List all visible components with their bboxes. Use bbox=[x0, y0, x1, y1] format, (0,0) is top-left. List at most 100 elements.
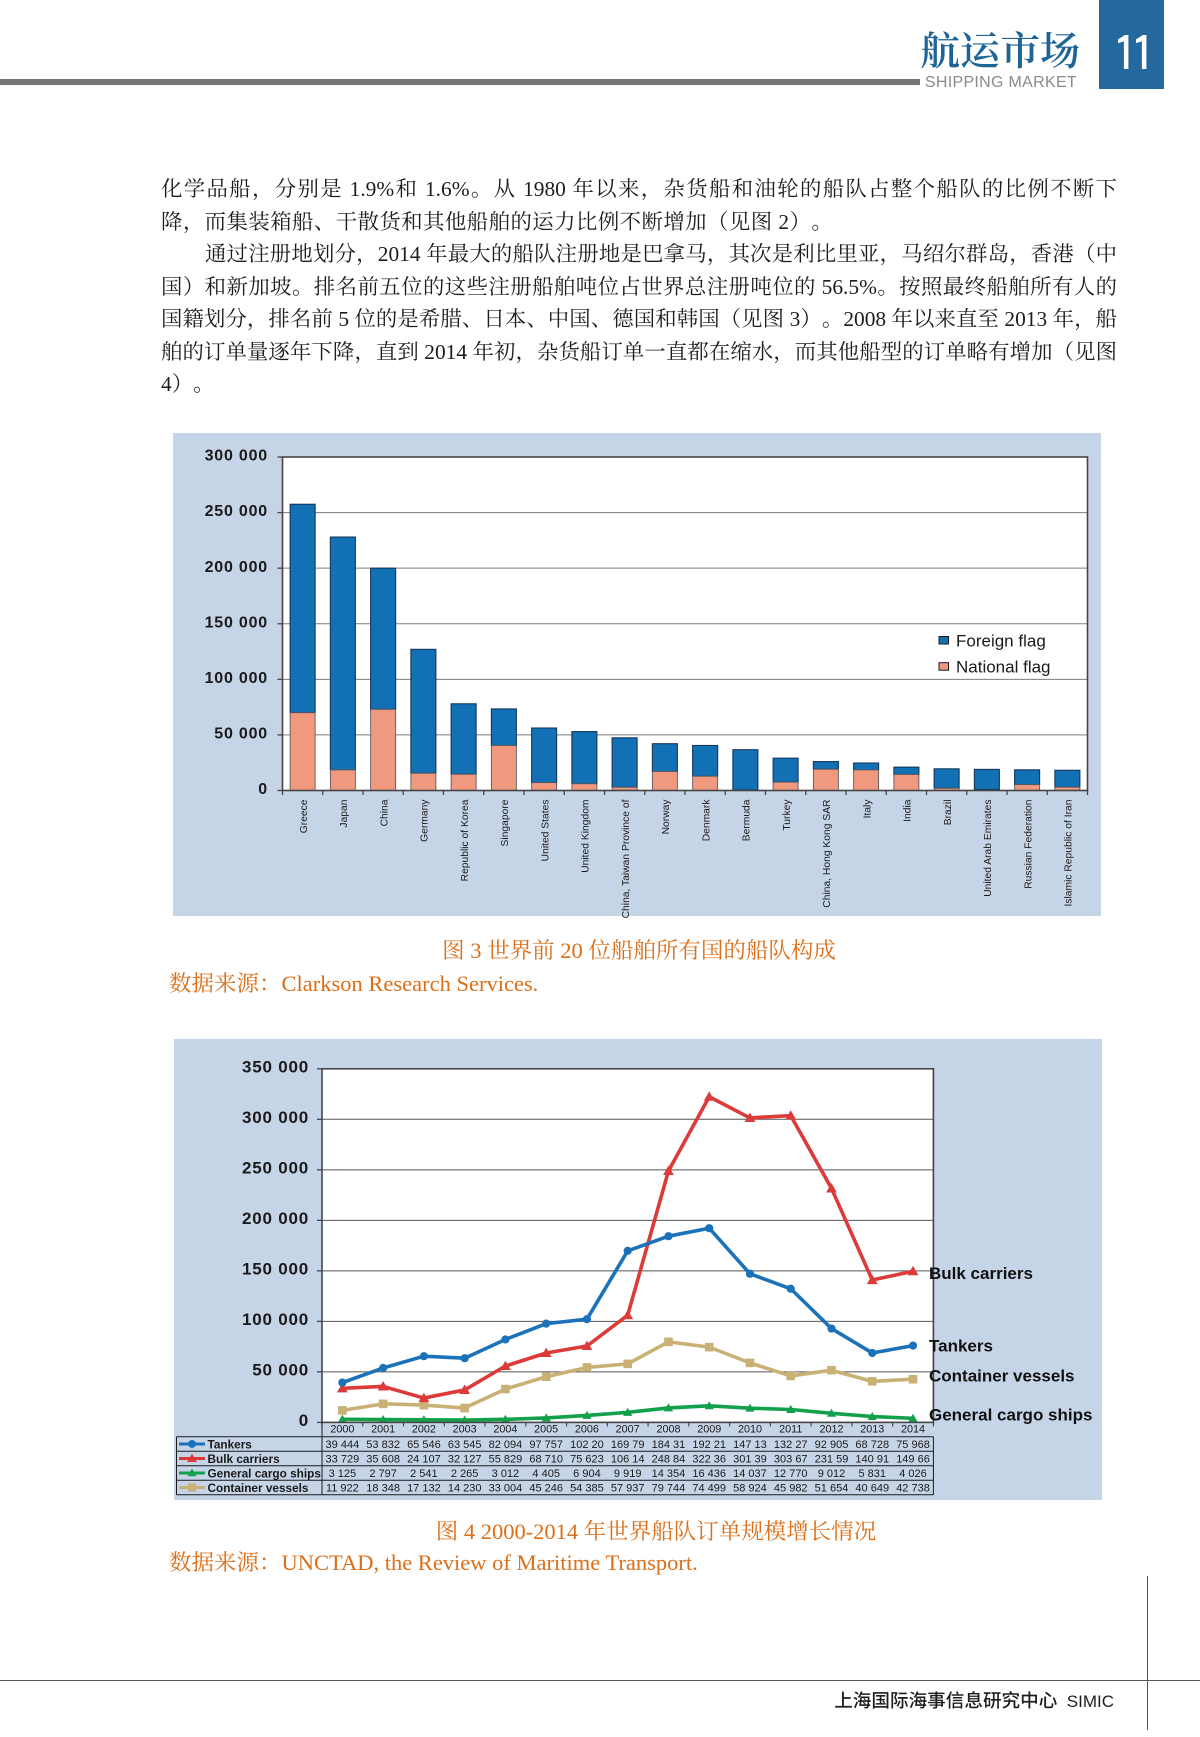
svg-text:General cargo ships: General cargo ships bbox=[208, 1466, 322, 1480]
svg-text:4 405: 4 405 bbox=[532, 1468, 560, 1480]
svg-text:Republic of Korea: Republic of Korea bbox=[460, 799, 471, 881]
svg-text:300 000: 300 000 bbox=[242, 1108, 309, 1127]
svg-text:6 904: 6 904 bbox=[573, 1468, 601, 1480]
svg-text:200 000: 200 000 bbox=[242, 1209, 309, 1228]
svg-text:2000: 2000 bbox=[330, 1424, 354, 1436]
svg-text:Bermuda: Bermuda bbox=[742, 799, 753, 841]
svg-text:250 000: 250 000 bbox=[242, 1158, 309, 1177]
svg-text:32 127: 32 127 bbox=[448, 1454, 482, 1466]
svg-text:50 000: 50 000 bbox=[214, 726, 268, 743]
svg-text:Bulk carriers: Bulk carriers bbox=[929, 1264, 1033, 1283]
svg-text:100 000: 100 000 bbox=[205, 670, 268, 687]
svg-text:55 829: 55 829 bbox=[489, 1454, 523, 1466]
svg-text:150 000: 150 000 bbox=[205, 614, 268, 631]
svg-text:Norway: Norway bbox=[661, 799, 672, 835]
svg-text:300 000: 300 000 bbox=[205, 448, 268, 465]
svg-text:100 000: 100 000 bbox=[242, 1310, 309, 1329]
svg-text:150 000: 150 000 bbox=[242, 1259, 309, 1278]
svg-text:39 444: 39 444 bbox=[326, 1439, 360, 1451]
svg-text:92 905: 92 905 bbox=[815, 1439, 849, 1451]
svg-text:9 012: 9 012 bbox=[818, 1468, 846, 1480]
svg-text:149 66: 149 66 bbox=[896, 1454, 930, 1466]
svg-text:China: China bbox=[379, 799, 390, 826]
svg-text:68 728: 68 728 bbox=[855, 1439, 889, 1451]
svg-text:200 000: 200 000 bbox=[205, 559, 268, 576]
svg-text:57 937: 57 937 bbox=[611, 1483, 645, 1495]
svg-text:2002: 2002 bbox=[412, 1424, 436, 1436]
svg-text:35 608: 35 608 bbox=[366, 1454, 400, 1466]
svg-text:303 67: 303 67 bbox=[774, 1454, 808, 1466]
svg-text:0: 0 bbox=[299, 1411, 309, 1430]
svg-text:Tankers: Tankers bbox=[929, 1337, 993, 1356]
svg-text:17 132: 17 132 bbox=[407, 1483, 441, 1495]
svg-text:2 797: 2 797 bbox=[369, 1468, 397, 1480]
svg-text:82 094: 82 094 bbox=[489, 1439, 523, 1451]
svg-text:2012: 2012 bbox=[819, 1424, 843, 1436]
svg-text:Bulk carriers: Bulk carriers bbox=[208, 1452, 281, 1466]
svg-text:3 012: 3 012 bbox=[492, 1468, 520, 1480]
svg-text:50 000: 50 000 bbox=[252, 1360, 309, 1379]
svg-text:33 004: 33 004 bbox=[489, 1483, 523, 1495]
svg-text:14 037: 14 037 bbox=[733, 1468, 767, 1480]
svg-text:2013: 2013 bbox=[860, 1424, 884, 1436]
svg-text:45 982: 45 982 bbox=[774, 1483, 808, 1495]
svg-text:301 39: 301 39 bbox=[733, 1454, 767, 1466]
svg-text:74 499: 74 499 bbox=[692, 1483, 726, 1495]
svg-text:Turkey: Turkey bbox=[782, 799, 793, 831]
svg-text:2009: 2009 bbox=[697, 1424, 721, 1436]
svg-text:Germany: Germany bbox=[420, 799, 431, 842]
svg-text:51 654: 51 654 bbox=[815, 1483, 849, 1495]
svg-text:2006: 2006 bbox=[575, 1424, 599, 1436]
svg-text:231 59: 231 59 bbox=[815, 1454, 849, 1466]
svg-text:42 738: 42 738 bbox=[896, 1483, 930, 1495]
svg-text:4 026: 4 026 bbox=[899, 1468, 927, 1480]
svg-text:97 757: 97 757 bbox=[529, 1439, 563, 1451]
svg-text:75 623: 75 623 bbox=[570, 1454, 604, 1466]
svg-text:2007: 2007 bbox=[616, 1424, 640, 1436]
svg-text:16 436: 16 436 bbox=[692, 1468, 726, 1480]
svg-text:79 744: 79 744 bbox=[652, 1483, 686, 1495]
svg-text:2 541: 2 541 bbox=[410, 1468, 438, 1480]
svg-text:Islamic Republic of Iran: Islamic Republic of Iran bbox=[1064, 799, 1075, 906]
svg-text:54 385: 54 385 bbox=[570, 1483, 604, 1495]
svg-text:9 919: 9 919 bbox=[614, 1468, 642, 1480]
svg-text:68 710: 68 710 bbox=[529, 1454, 563, 1466]
svg-text:2011: 2011 bbox=[779, 1424, 802, 1436]
svg-text:United Arab Emirates: United Arab Emirates bbox=[983, 800, 994, 897]
svg-text:2005: 2005 bbox=[534, 1424, 558, 1436]
svg-text:11 922: 11 922 bbox=[326, 1483, 359, 1495]
svg-text:248 84: 248 84 bbox=[652, 1454, 686, 1466]
svg-text:Singapore: Singapore bbox=[500, 799, 511, 846]
svg-text:140 91: 140 91 bbox=[855, 1454, 889, 1466]
svg-text:General cargo ships: General cargo ships bbox=[929, 1406, 1092, 1425]
svg-text:2014: 2014 bbox=[901, 1424, 925, 1436]
svg-text:2010: 2010 bbox=[738, 1424, 762, 1436]
svg-text:192 21: 192 21 bbox=[692, 1439, 726, 1451]
svg-text:2 265: 2 265 bbox=[451, 1468, 479, 1480]
svg-text:14 230: 14 230 bbox=[448, 1483, 482, 1495]
svg-text:2001: 2001 bbox=[371, 1424, 395, 1436]
svg-text:2008: 2008 bbox=[656, 1424, 680, 1436]
svg-text:40 649: 40 649 bbox=[855, 1483, 889, 1495]
svg-text:184 31: 184 31 bbox=[652, 1439, 686, 1451]
svg-text:18 348: 18 348 bbox=[366, 1483, 400, 1495]
svg-text:Brazil: Brazil bbox=[943, 800, 954, 826]
svg-text:China, Hong Kong SAR: China, Hong Kong SAR bbox=[822, 800, 833, 908]
svg-text:Russian Federation: Russian Federation bbox=[1023, 799, 1034, 889]
svg-text:102 20: 102 20 bbox=[570, 1439, 604, 1451]
svg-text:5 831: 5 831 bbox=[858, 1468, 886, 1480]
svg-text:58 924: 58 924 bbox=[733, 1483, 767, 1495]
svg-text:India: India bbox=[903, 799, 914, 822]
svg-text:United Kingdom: United Kingdom bbox=[581, 800, 592, 873]
svg-text:45 246: 45 246 bbox=[529, 1483, 563, 1495]
svg-text:Greece: Greece bbox=[299, 799, 310, 833]
svg-text:United States: United States bbox=[540, 800, 551, 862]
svg-text:350 000: 350 000 bbox=[242, 1057, 309, 1076]
svg-text:12 770: 12 770 bbox=[774, 1468, 808, 1480]
svg-text:24 107: 24 107 bbox=[407, 1454, 441, 1466]
svg-text:Italy: Italy bbox=[862, 799, 873, 819]
svg-text:2003: 2003 bbox=[453, 1424, 477, 1436]
svg-text:132 27: 132 27 bbox=[774, 1439, 808, 1451]
svg-text:China, Taiwan Province of: China, Taiwan Province of bbox=[621, 799, 632, 918]
svg-text:322 36: 322 36 bbox=[692, 1454, 726, 1466]
